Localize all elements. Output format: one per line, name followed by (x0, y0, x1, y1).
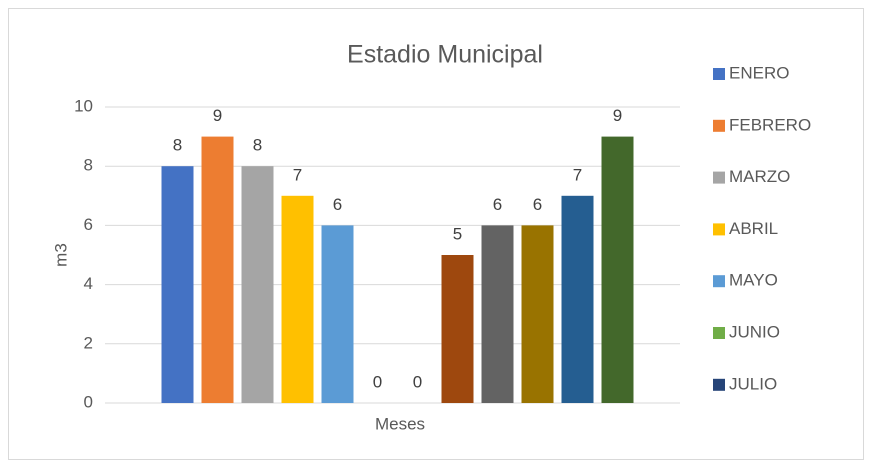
legend-swatch (713, 68, 725, 80)
data-label: 0 (373, 372, 382, 391)
data-label: 8 (253, 136, 262, 155)
x-axis-title: Meses (375, 414, 425, 433)
bar (201, 136, 234, 403)
legend-label: MARZO (729, 167, 790, 186)
legend-label: ABRIL (729, 219, 778, 238)
data-label: 7 (573, 165, 582, 184)
y-tick-label: 4 (84, 274, 93, 293)
data-label: 0 (413, 372, 422, 391)
y-tick-label: 0 (84, 392, 93, 411)
data-label: 8 (173, 136, 182, 155)
data-label: 7 (293, 165, 302, 184)
y-tick-label: 10 (74, 96, 93, 115)
chart-title: Estadio Municipal (347, 41, 543, 69)
legend-swatch (713, 327, 725, 339)
data-label: 9 (613, 106, 622, 125)
bar (161, 166, 194, 403)
bar (281, 195, 314, 403)
legend-label: FEBRERO (729, 115, 811, 134)
data-label: 6 (533, 195, 542, 214)
data-label: 6 (493, 195, 502, 214)
legend-swatch (713, 223, 725, 236)
y-axis-title: m3 (51, 243, 70, 267)
legend-swatch (713, 378, 725, 391)
bar (521, 225, 554, 403)
y-tick-label: 8 (84, 156, 93, 175)
legend-swatch (713, 119, 725, 132)
data-label: 9 (213, 106, 222, 125)
data-label: 5 (453, 224, 462, 243)
y-tick-label: 2 (84, 333, 93, 352)
legend-label: ENERO (729, 63, 789, 82)
bar (601, 136, 634, 403)
bar (321, 225, 354, 403)
bar (241, 166, 274, 403)
bar (441, 255, 474, 403)
y-tick-label: 6 (84, 215, 93, 234)
legend-swatch (713, 275, 725, 288)
legend-label: JUNIO (729, 322, 780, 341)
bar (481, 225, 514, 403)
bar (561, 195, 594, 403)
legend-label: MAYO (729, 271, 778, 290)
data-label: 6 (333, 195, 342, 214)
legend-label: JULIO (729, 374, 777, 393)
legend-swatch (713, 171, 725, 184)
